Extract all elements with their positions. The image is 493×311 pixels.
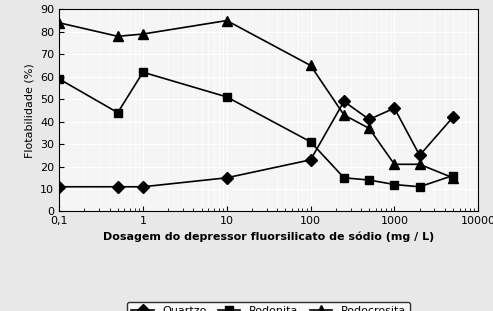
Rodonita: [366, 178, 372, 182]
X-axis label: Dosagem do depressor fluorsilicato de sódio (mg / L): Dosagem do depressor fluorsilicato de só…: [103, 232, 434, 242]
Quartzo: [366, 118, 372, 121]
Rodonita: [224, 95, 230, 99]
Rodocrosita: [308, 64, 314, 67]
Rodocrosita: [224, 19, 230, 22]
Quartzo: [224, 176, 230, 180]
Rodonita: [56, 77, 62, 81]
Quartzo: [417, 153, 423, 157]
Rodonita: [391, 183, 397, 186]
Rodocrosita: [391, 162, 397, 166]
Rodonita: [417, 185, 423, 189]
Rodocrosita: [366, 127, 372, 130]
Quartzo: [391, 106, 397, 110]
Rodocrosita: [417, 162, 423, 166]
Rodocrosita: [341, 113, 347, 117]
Rodocrosita: [56, 21, 62, 25]
Rodocrosita: [450, 176, 456, 180]
Quartzo: [341, 100, 347, 103]
Quartzo: [140, 185, 146, 189]
Rodocrosita: [140, 32, 146, 36]
Quartzo: [450, 115, 456, 119]
Rodonita: [308, 140, 314, 144]
Y-axis label: Flotabilidade (%): Flotabilidade (%): [25, 63, 35, 158]
Quartzo: [308, 158, 314, 162]
Rodonita: [341, 176, 347, 180]
Rodonita: [450, 174, 456, 177]
Line: Quartzo: Quartzo: [55, 97, 457, 191]
Quartzo: [56, 185, 62, 189]
Line: Rodonita: Rodonita: [55, 68, 457, 191]
Rodonita: [115, 111, 121, 114]
Quartzo: [115, 185, 121, 189]
Line: Rodocrosita: Rodocrosita: [54, 16, 458, 183]
Rodocrosita: [115, 35, 121, 38]
Rodonita: [140, 70, 146, 74]
Legend: Quartzo, Rodonita, Rodocrosita: Quartzo, Rodonita, Rodocrosita: [127, 302, 410, 311]
